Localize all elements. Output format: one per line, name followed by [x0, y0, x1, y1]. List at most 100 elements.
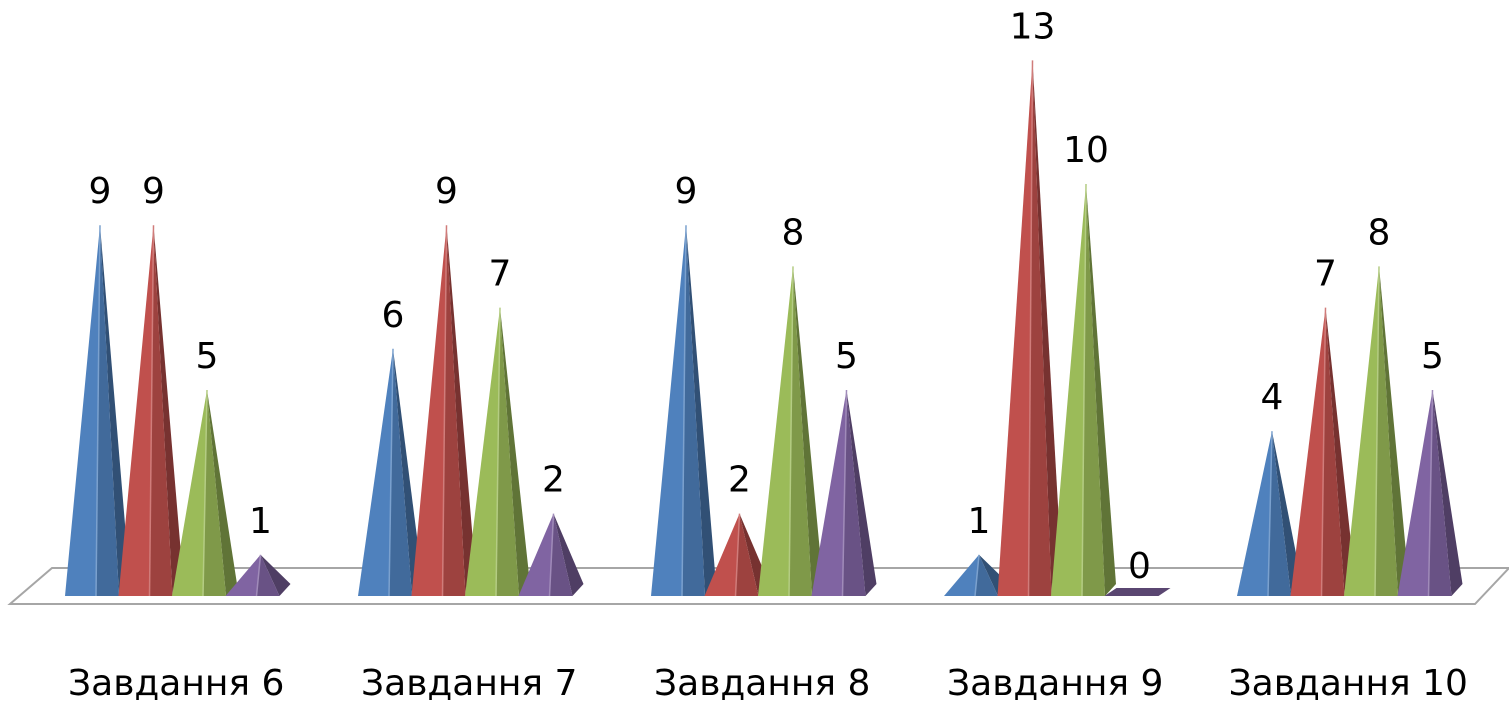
data-label: 8 — [1368, 212, 1391, 253]
pyramid-mark — [811, 389, 877, 597]
pyramid-mark — [358, 348, 423, 597]
category-label: Завдання 8 — [654, 663, 870, 703]
pyramid-mark — [118, 225, 184, 597]
pyramid-mark — [1104, 588, 1171, 596]
pyramid-side-face — [260, 554, 291, 596]
pyramid-edge — [681, 225, 687, 597]
category-label: Завдання 6 — [68, 663, 284, 703]
category-labels-group: Завдання 6 Завдання 7 Завдання 8 Завдання 9… — [68, 663, 1468, 703]
pyramid-front-face — [118, 225, 154, 596]
pyramid-front-right-face — [1321, 307, 1345, 596]
pyramid-side-face — [153, 225, 184, 596]
pyramid-edge — [388, 348, 394, 597]
data-label: 1 — [249, 501, 272, 542]
pyramid-edge — [788, 266, 794, 597]
pyramid-edge — [548, 513, 555, 597]
data-label: 5 — [196, 336, 219, 377]
category-label: Завдання 7 — [361, 663, 577, 703]
pyramid-front-right-face — [735, 513, 759, 596]
pyramid-front-face — [997, 60, 1033, 596]
data-label: 7 — [489, 254, 512, 295]
pyramid-front-right-face — [1028, 60, 1052, 596]
pyramid-edge — [1081, 183, 1087, 597]
data-label: 4 — [1261, 377, 1284, 418]
data-label: 1 — [968, 501, 991, 542]
pyramid-edge — [1027, 60, 1034, 597]
pyramid-front-face — [758, 266, 793, 596]
pyramid-edge — [841, 389, 848, 597]
pyramid-side-face — [1325, 307, 1356, 596]
pyramid-edge — [734, 513, 741, 597]
pyramid-edge — [1267, 431, 1273, 597]
data-label: 10 — [1063, 130, 1109, 171]
data-label: 8 — [782, 212, 805, 253]
data-label: 5 — [835, 336, 858, 377]
pyramid-front-face — [1290, 307, 1326, 596]
pyramid-front-right-face — [975, 554, 998, 596]
pyramid-front-right-face — [549, 513, 573, 596]
pyramid-mark — [1344, 266, 1409, 597]
data-label: 2 — [542, 460, 565, 501]
pyramid-side-face — [553, 513, 584, 596]
pyramid-front-face — [1344, 266, 1379, 596]
pyramid-edge — [1374, 266, 1380, 597]
pyramid-side-face — [393, 348, 423, 596]
pyramid-side-face — [1379, 266, 1409, 596]
pyramid-side-face — [207, 390, 237, 596]
pyramid-front-face — [225, 554, 261, 596]
pyramid-mark — [997, 60, 1063, 597]
pyramid-front-right-face — [842, 390, 866, 596]
data-label: 7 — [1314, 254, 1337, 295]
pyramid-mark — [944, 554, 1009, 597]
pyramid-side-face — [1086, 184, 1116, 596]
pyramid-front-face — [518, 513, 554, 596]
pyramid-edge — [95, 225, 101, 597]
pyramid-mark — [518, 513, 584, 597]
pyramid-side-face — [500, 307, 530, 596]
pyramid-front-right-face — [442, 225, 466, 596]
pyramid-front-face — [811, 390, 847, 596]
data-label: 2 — [728, 460, 751, 501]
pyramid-mark — [1237, 431, 1302, 597]
pyramid-front-right-face — [682, 225, 705, 596]
pyramid-mark — [1290, 307, 1356, 597]
data-label: 6 — [382, 295, 405, 336]
pyramid-front-face — [411, 225, 447, 596]
pyramid-side-face — [1432, 390, 1463, 596]
category-label: Завдання 9 — [947, 663, 1163, 703]
pyramid-edge — [1427, 389, 1434, 597]
pyramid-front-face — [651, 225, 686, 596]
data-label: 9 — [435, 171, 458, 212]
pyramid-front-face — [1397, 390, 1433, 596]
pyramid-edge — [255, 554, 262, 597]
pyramid-edge — [148, 225, 155, 597]
pyramid-front-face — [172, 390, 207, 596]
pyramid-edge — [974, 554, 980, 597]
pyramid-edge — [495, 307, 501, 597]
pyramid-mark — [465, 307, 530, 597]
pyramid-front-face — [358, 348, 393, 596]
pyramid-edge — [1320, 307, 1327, 597]
pyramid-edge — [441, 225, 448, 597]
pyramid-front-face — [465, 307, 500, 596]
pyramid-front-right-face — [496, 307, 519, 596]
pyramid-front-right-face — [1082, 184, 1105, 596]
pyramid-flat-face — [1104, 588, 1171, 596]
pyramid-mark — [1397, 389, 1463, 597]
pyramid-side-face — [446, 225, 477, 596]
data-label: 9 — [142, 171, 165, 212]
data-label: 13 — [1010, 6, 1056, 47]
pyramid-front-right-face — [1428, 390, 1452, 596]
pyramid-front-face — [704, 513, 740, 596]
pyramid-mark — [172, 389, 237, 597]
pyramid-side-face — [1272, 431, 1302, 596]
category-label: Завдання 10 — [1229, 663, 1468, 703]
pyramid-front-right-face — [389, 348, 412, 596]
pyramid-mark — [411, 225, 477, 597]
pyramid-mark — [225, 554, 291, 597]
pyramid-side-face — [846, 390, 877, 596]
data-label: 5 — [1421, 336, 1444, 377]
pyramid-mark — [65, 225, 130, 597]
data-label: 9 — [89, 171, 112, 212]
